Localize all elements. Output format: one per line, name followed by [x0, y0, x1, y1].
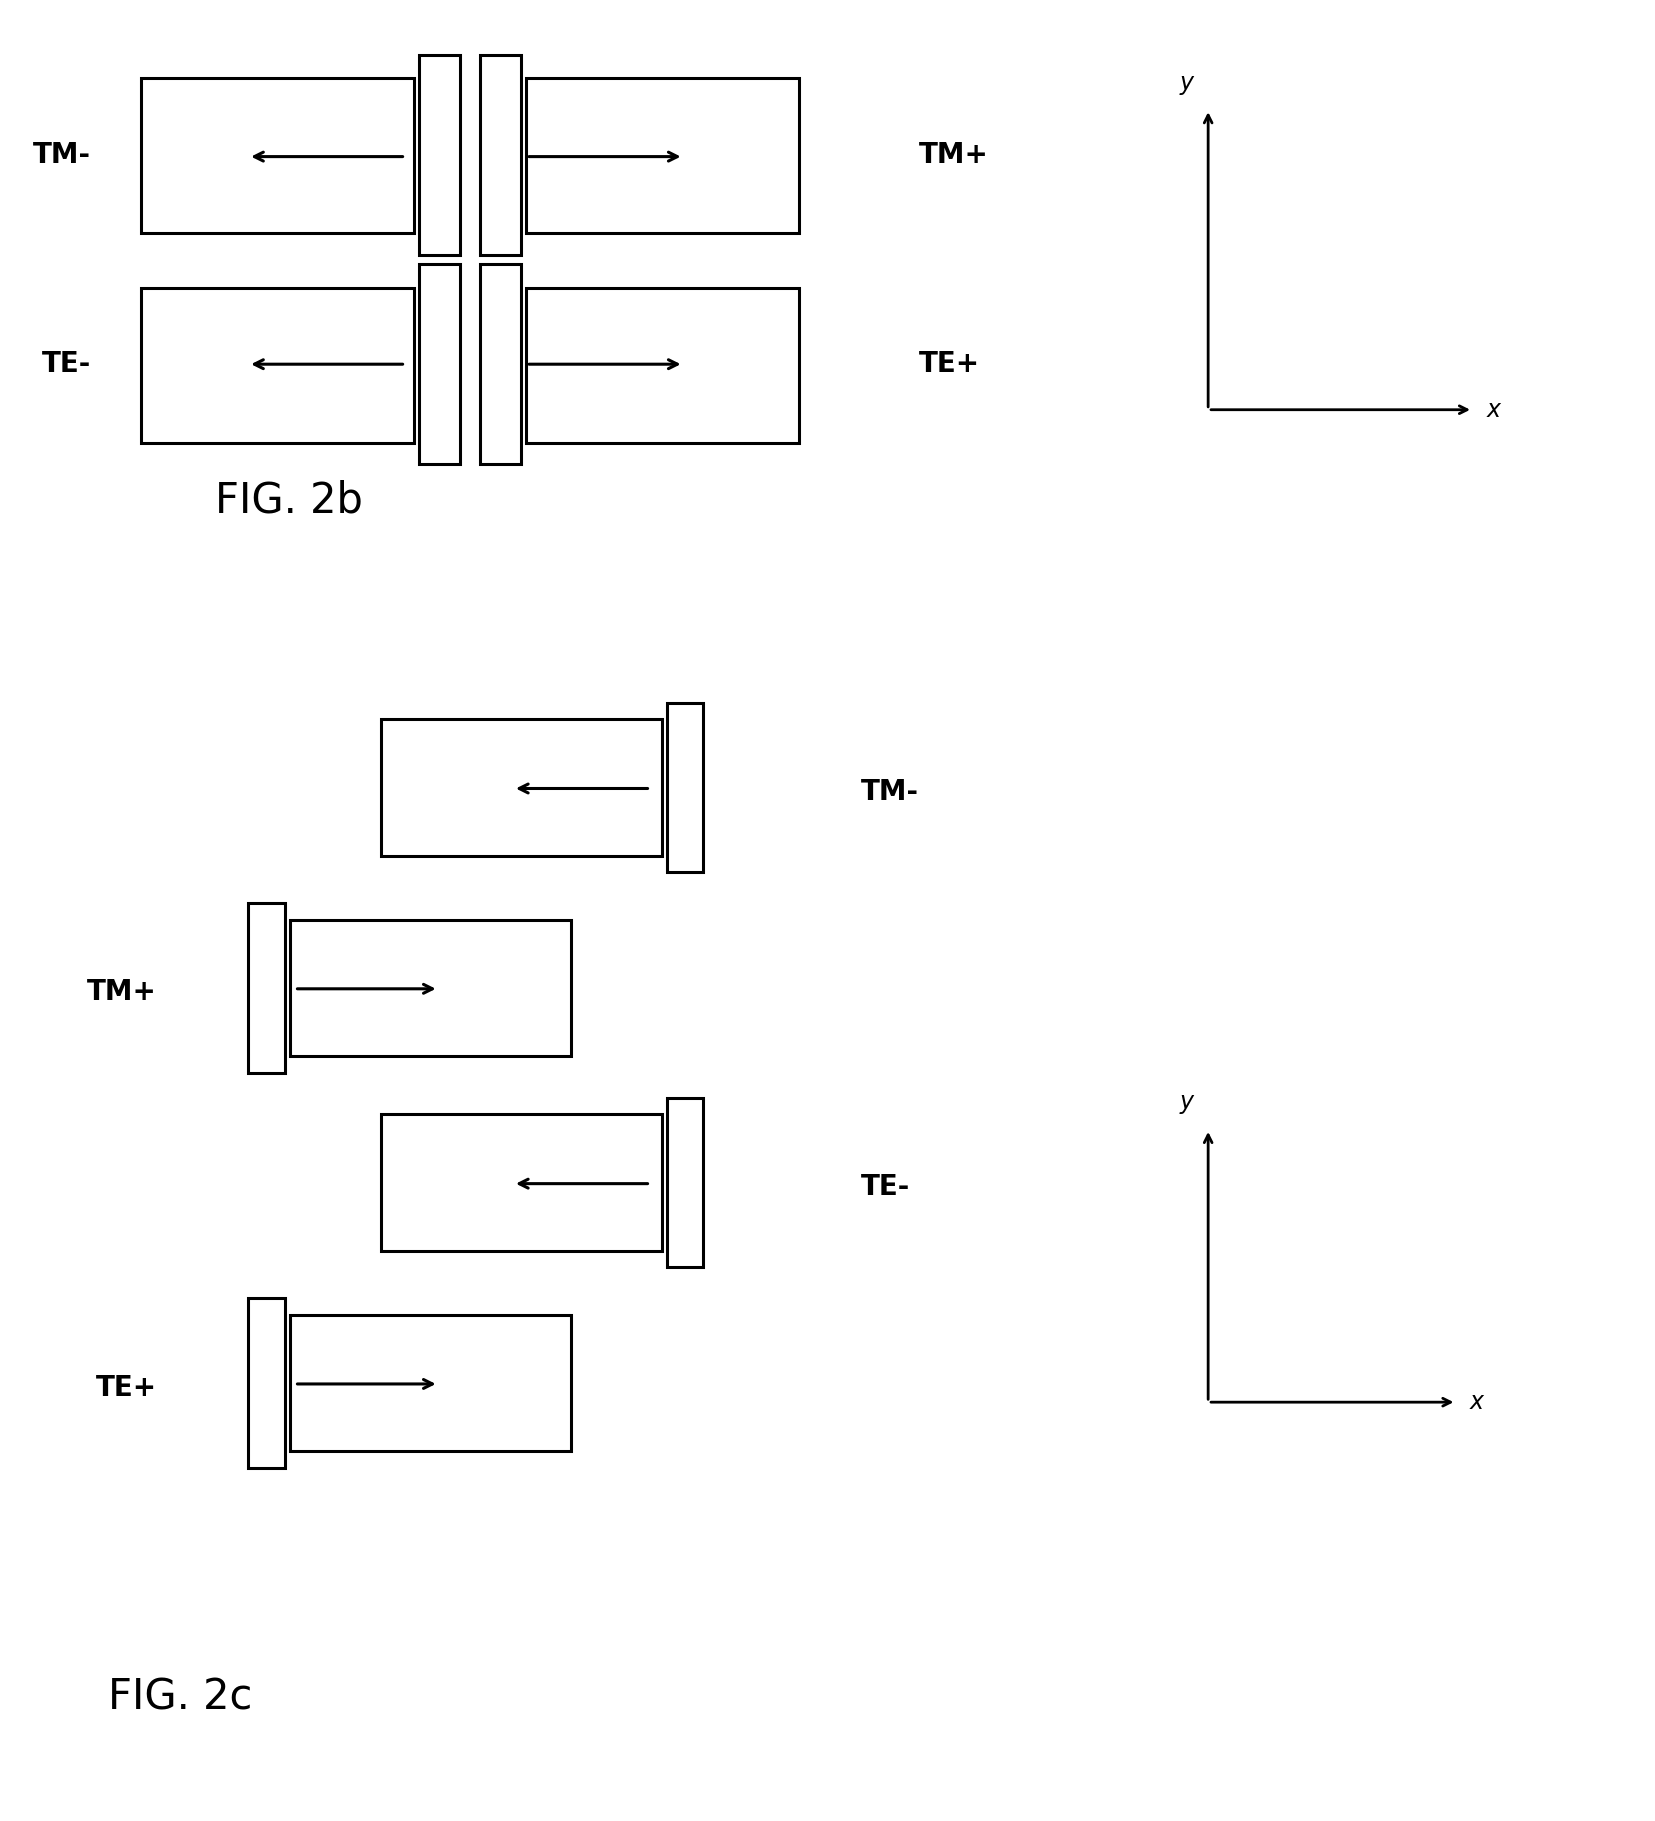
- Text: y: y: [1180, 71, 1193, 95]
- Text: TM+: TM+: [919, 140, 988, 169]
- Bar: [381, 719, 662, 856]
- Text: TE-: TE-: [861, 1173, 910, 1202]
- Text: FIG. 2b: FIG. 2b: [215, 479, 362, 523]
- Text: TM-: TM-: [33, 140, 91, 169]
- Text: FIG. 2c: FIG. 2c: [108, 1675, 252, 1719]
- Bar: [248, 903, 285, 1073]
- Text: TE+: TE+: [919, 350, 980, 379]
- Bar: [667, 703, 703, 872]
- Text: TM-: TM-: [861, 778, 919, 807]
- Text: TE-: TE-: [41, 350, 91, 379]
- Bar: [419, 55, 460, 255]
- Bar: [141, 288, 414, 443]
- Bar: [141, 78, 414, 233]
- Text: x: x: [1486, 397, 1499, 422]
- Text: TM+: TM+: [88, 978, 157, 1007]
- Bar: [526, 78, 799, 233]
- Text: x: x: [1470, 1389, 1483, 1415]
- Bar: [667, 1098, 703, 1267]
- Bar: [480, 264, 521, 464]
- Bar: [526, 288, 799, 443]
- Bar: [290, 920, 571, 1056]
- Bar: [480, 55, 521, 255]
- Text: y: y: [1180, 1091, 1193, 1114]
- Bar: [290, 1315, 571, 1451]
- Bar: [248, 1298, 285, 1468]
- Bar: [381, 1114, 662, 1251]
- Bar: [419, 264, 460, 464]
- Text: TE+: TE+: [96, 1373, 157, 1402]
